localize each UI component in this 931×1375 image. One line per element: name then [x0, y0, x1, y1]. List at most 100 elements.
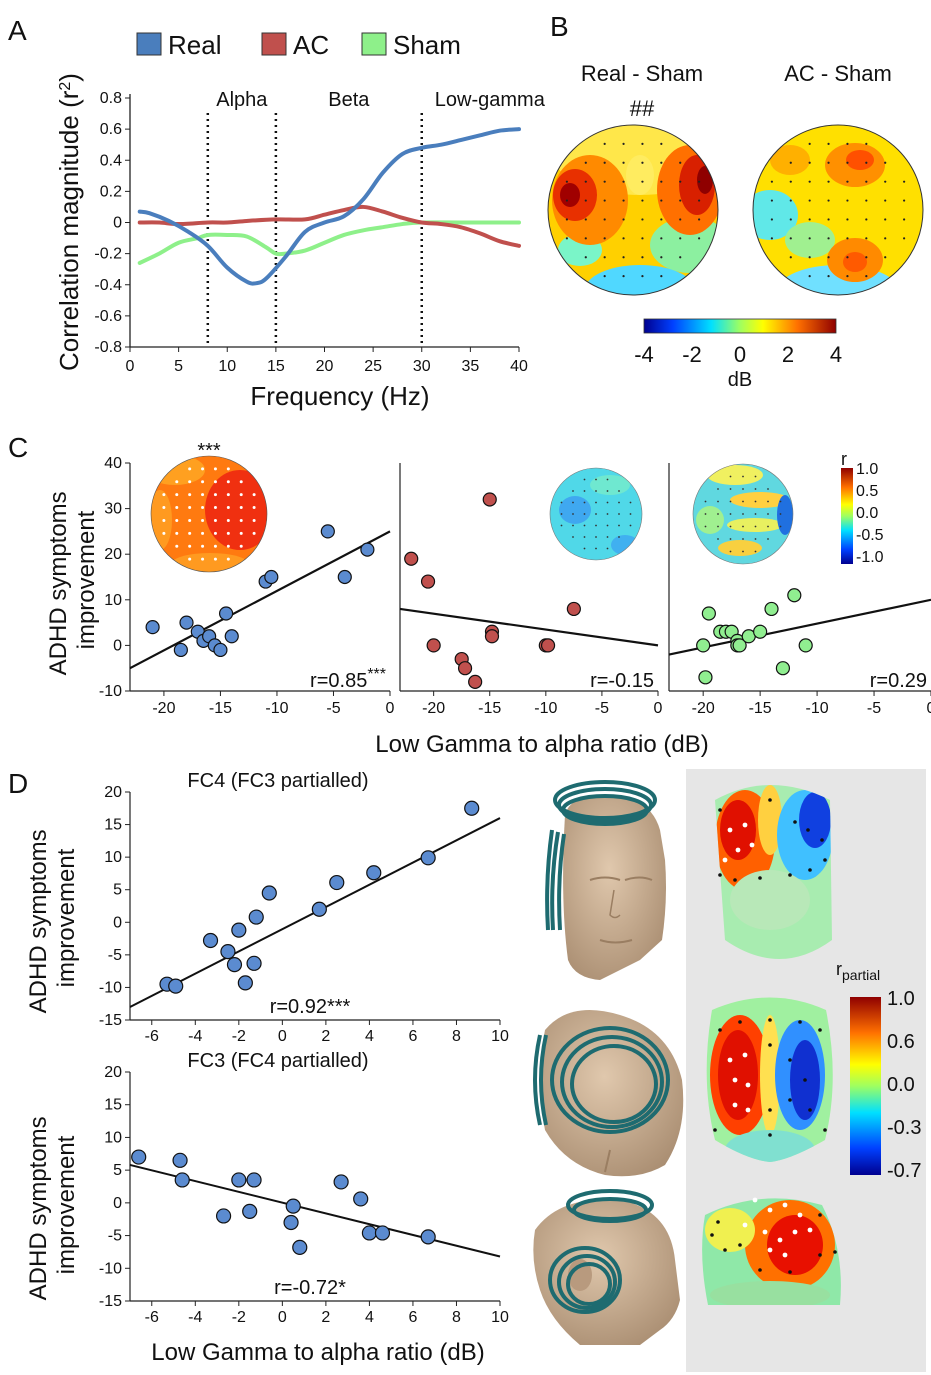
electrode-dot — [595, 547, 597, 550]
panel-d-y-tick-label: 20 — [104, 784, 122, 801]
electrode-dot — [188, 544, 192, 548]
panel-c-r-text: r=-0.15 — [590, 670, 654, 692]
panel-a-y-tick-label: -0.4 — [94, 277, 122, 294]
panel-label-b: B — [550, 11, 569, 42]
panel-d-y-tick-label: -5 — [108, 1228, 122, 1245]
panel-d-data-point — [220, 943, 236, 960]
panel-d-x-tick-label: 2 — [321, 1309, 330, 1326]
electrode-dot — [884, 180, 887, 183]
electrode-dot — [698, 199, 701, 202]
panel-d-x-tick-label: 2 — [321, 1028, 330, 1045]
electrode-dot — [175, 493, 179, 497]
electrode-dot — [808, 256, 811, 259]
panel-c-data-point — [484, 629, 500, 644]
panel-a-series-ac — [137, 204, 521, 248]
panel-d-x-tick-label: -4 — [188, 1309, 202, 1326]
panel-c-significance: *** — [197, 440, 221, 462]
panel-c-data-point — [775, 661, 791, 676]
electrode-dot — [679, 180, 682, 183]
panel-c-r-text: r=0.29 — [870, 670, 927, 692]
electrode-dot — [729, 475, 732, 478]
panel-d-x-tick-label: 6 — [408, 1028, 417, 1045]
panel-d-y-tick-label: 15 — [104, 1097, 122, 1114]
panel-c-fit-line — [399, 607, 659, 647]
panel-d-x-tick-label: 8 — [452, 1028, 461, 1045]
electrode-dot — [788, 1098, 792, 1102]
electrode-dot — [188, 518, 192, 522]
panel-a-x-tick-label: 40 — [510, 358, 528, 375]
electrode-dot — [846, 161, 849, 164]
electrode-dot — [803, 1078, 807, 1082]
electrode-dot — [758, 876, 762, 880]
electrode-dot — [808, 142, 811, 145]
coil-head-top — [533, 1010, 684, 1177]
panel-d-y-tick-label: -5 — [108, 947, 122, 964]
electrode-dot — [806, 828, 810, 832]
panel-c-x-tick-label: -5 — [595, 700, 609, 717]
electrode-dot — [595, 501, 597, 504]
electrode-dot — [618, 524, 620, 527]
electrode-dot — [175, 480, 179, 484]
panel-d-colorbar-tick: -0.3 — [887, 1117, 921, 1139]
electrode-dot — [641, 256, 644, 259]
electrode-dot — [226, 506, 230, 510]
panel-c-xlabel: Low Gamma to alpha ratio (dB) — [375, 731, 708, 758]
electrode-dot — [884, 237, 887, 240]
panel-d-data-point — [246, 955, 262, 971]
electrode-dot — [162, 531, 166, 535]
electrode-dot — [807, 1227, 813, 1233]
panel-c-y-tick-label: 20 — [104, 546, 122, 563]
panel-a-legend-swatch-sham — [361, 32, 387, 56]
electrode-dot — [788, 1058, 792, 1062]
panel-a-y-tick-label: -0.6 — [94, 308, 122, 325]
panel-c-r-value: r=0.85*** — [310, 666, 386, 692]
electrode-dot — [565, 218, 568, 221]
electrode-dot — [252, 493, 256, 497]
electrode-dot — [865, 161, 868, 164]
electrode-dot — [660, 256, 663, 259]
electrode-dot — [239, 493, 243, 497]
panel-c-data-point — [224, 629, 239, 644]
panel-b-colorbar-tick: -4 — [634, 342, 654, 367]
electrode-dot — [846, 256, 849, 259]
electrode-dot — [583, 478, 586, 481]
panel-a-band-label: Low-gamma — [435, 89, 546, 111]
panel-c-x-tick-label: -10 — [265, 700, 288, 717]
electrode-dot — [188, 467, 192, 471]
panel-c-data-point — [540, 638, 556, 653]
electrode-dot — [584, 180, 587, 183]
electrode-dot — [768, 1133, 772, 1137]
panel-b-colorbar-tick: 2 — [782, 342, 794, 367]
head-map-side — [702, 1197, 841, 1305]
electrode-dot — [827, 199, 830, 202]
electrode-dot — [660, 237, 663, 240]
electrode-dot — [618, 490, 620, 492]
electrode-dot — [823, 1128, 827, 1132]
electrode-dot — [789, 237, 792, 240]
electrode-dot — [717, 500, 719, 503]
panel-a-x-tick-label: 35 — [461, 358, 479, 375]
panel-c-data-point — [698, 670, 713, 685]
electrode-dot — [226, 493, 230, 497]
electrode-dot — [162, 506, 166, 510]
panel-a-x-tick-label: 5 — [174, 358, 183, 375]
electrode-dot — [788, 1270, 792, 1274]
panel-c-data-point — [320, 524, 335, 539]
electrode-dot — [641, 218, 644, 221]
electrode-dot — [738, 1020, 742, 1024]
electrode-dot — [584, 218, 587, 221]
electrode-dot — [603, 161, 606, 164]
panel-b-right-title: AC - Sham — [784, 61, 892, 86]
electrode-dot — [188, 557, 192, 561]
panel-d-data-point — [329, 874, 345, 891]
panel-d-y-tick-label: -10 — [99, 1260, 122, 1277]
panel-c-r-text: r=0.85 — [310, 670, 367, 692]
panel-d-data-point — [283, 1214, 299, 1231]
electrode-dot — [742, 1052, 748, 1058]
panel-d-data-point — [285, 1198, 301, 1214]
panel-a-legend: Real AC Sham — [136, 30, 461, 60]
panel-c-data-point — [145, 620, 160, 635]
electrode-dot — [622, 180, 625, 183]
panel-d-x-tick-label: 0 — [278, 1028, 287, 1045]
electrode-dot — [213, 544, 217, 548]
